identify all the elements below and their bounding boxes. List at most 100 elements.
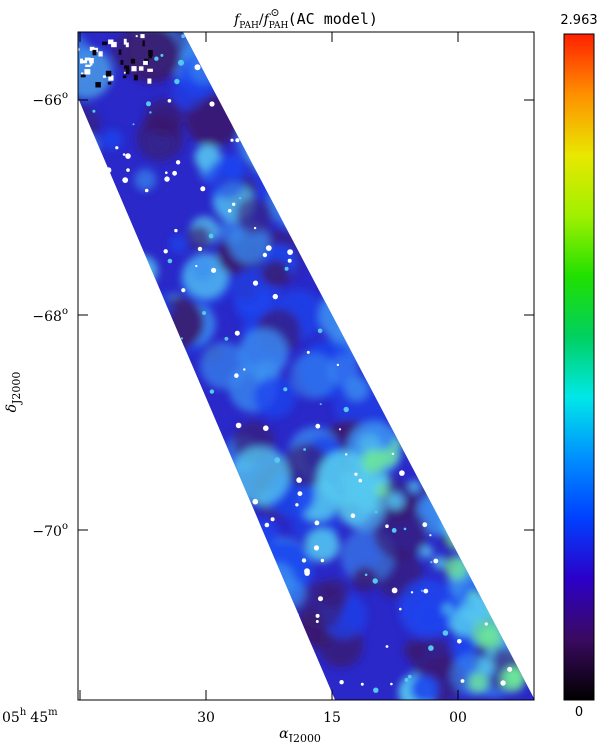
map-noise-pixel [108, 39, 114, 45]
map-noise-pixel [95, 82, 101, 88]
map-point-source [399, 470, 405, 476]
map-point-source [318, 596, 323, 602]
map-blob [380, 343, 400, 363]
map-noise-pixel [138, 66, 144, 71]
map-point-source [144, 188, 149, 193]
map-point-source [374, 510, 378, 514]
map-point-source [172, 170, 178, 176]
map-noise-pixel [108, 75, 114, 81]
map-noise-pixel [89, 58, 94, 64]
map-noise-pixel [140, 34, 145, 39]
map-point-source [214, 453, 220, 458]
y-tick-label-70: −70o [32, 521, 68, 540]
map-point-source [211, 267, 217, 273]
map-blob [134, 168, 157, 191]
map-point-source [181, 34, 185, 38]
map-point-source [234, 373, 239, 378]
map-blob [373, 506, 428, 561]
map-point-source [433, 558, 439, 564]
map-noise-pixel [147, 68, 153, 72]
map-point-source [295, 503, 299, 507]
map-bright-patch [449, 608, 477, 636]
map-point-source [174, 228, 178, 233]
map-bright-patch [379, 447, 399, 467]
map-point-source [230, 138, 234, 142]
map-blob [253, 376, 296, 419]
map-point-source [295, 613, 299, 617]
map-blob [285, 636, 308, 659]
map-point-source [313, 545, 320, 551]
map-point-source [209, 389, 215, 394]
map-point-source [243, 368, 246, 371]
map-bright-patch [447, 531, 465, 549]
map-point-source [180, 337, 183, 340]
map-blob [352, 566, 378, 592]
map-bright-patch [375, 484, 389, 497]
y-tick-label-66: −66o [32, 90, 68, 109]
map-point-source [71, 41, 73, 43]
map-blob [284, 443, 328, 488]
map-point-source [78, 47, 80, 52]
map-blob [236, 197, 273, 234]
map-point-source [345, 453, 348, 456]
map-blob [101, 129, 123, 151]
map-blob [236, 118, 282, 164]
map-point-source [297, 491, 303, 496]
map-point-source [403, 527, 407, 531]
map-blob [344, 377, 369, 402]
map-point-source [315, 613, 320, 618]
map-point-source [287, 249, 293, 256]
map-noise-pixel [123, 38, 127, 45]
map-noise-pixel [105, 70, 112, 77]
map-point-source [331, 279, 336, 284]
map-point-source [175, 160, 181, 165]
map-point-source [197, 246, 203, 252]
map-point-source [126, 168, 130, 172]
map-bright-patch [489, 598, 517, 627]
map-blobs [78, 32, 535, 700]
map-point-source [253, 226, 257, 230]
map-blob [459, 535, 479, 555]
x-tick-label-15: 15 [323, 710, 341, 726]
map-point-source [276, 129, 279, 133]
map-point-source [181, 288, 186, 293]
map-blob [119, 275, 154, 309]
map-blob [186, 225, 212, 251]
map-noise-pixel [124, 65, 130, 69]
map-point-source [163, 249, 168, 254]
map-point-source [385, 645, 389, 648]
map-point-source [358, 478, 363, 483]
map-point-source [198, 423, 202, 428]
map-blob [318, 290, 370, 342]
map-point-source [343, 406, 349, 413]
map-noise-pixel [107, 81, 112, 85]
map-point-source [421, 589, 423, 592]
map-point-source [409, 439, 416, 445]
map-blob [249, 518, 279, 547]
map-point-source [287, 258, 292, 263]
map-noise-pixel [98, 51, 103, 57]
map-point-source [283, 387, 288, 392]
map-point-source [253, 123, 259, 130]
map-point-source [364, 573, 368, 577]
map-point-source [354, 472, 358, 476]
map-point-source [423, 588, 429, 594]
x-tick-label-30: 30 [197, 710, 215, 726]
map-point-source [123, 71, 127, 74]
map-point-source [122, 177, 129, 184]
map-noise-pixel [111, 41, 117, 48]
map-noise-pixel [89, 46, 95, 51]
map-blob [206, 40, 228, 62]
map-point-source [209, 101, 215, 107]
colorbar-min-label: 0 [575, 705, 583, 720]
map-point-source [385, 524, 389, 528]
map-point-source [319, 403, 322, 406]
map-point-source [399, 607, 402, 611]
plot-frame [77, 31, 535, 701]
map-point-source [338, 428, 342, 431]
map-point-source [165, 171, 168, 174]
map-point-source [230, 88, 234, 92]
map-point-source [252, 498, 259, 505]
map-point-source [302, 644, 309, 651]
